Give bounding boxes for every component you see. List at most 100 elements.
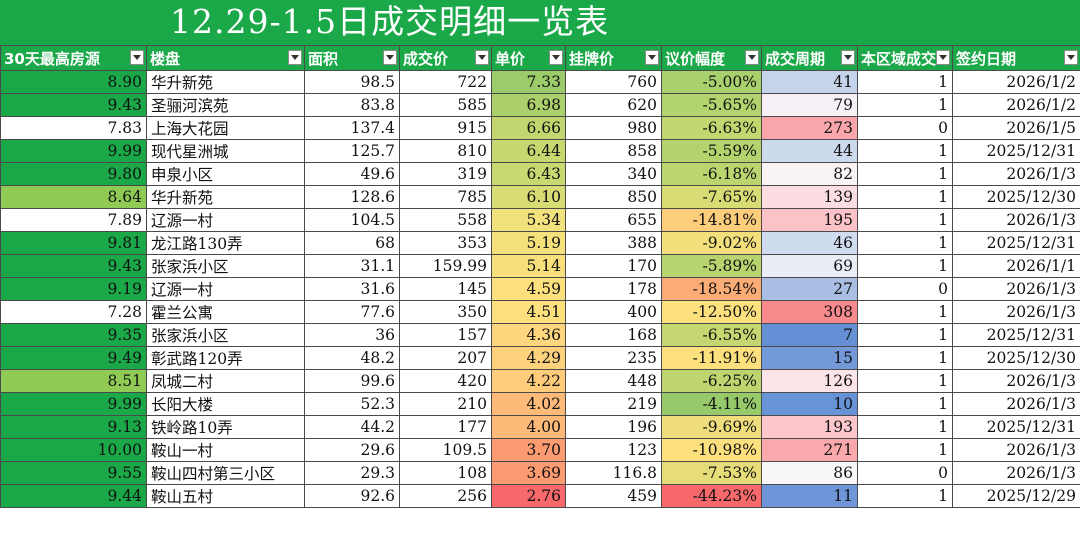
table-cell[interactable]: 7.89 <box>0 208 147 232</box>
table-cell[interactable]: 4.59 <box>491 277 566 301</box>
table-cell[interactable]: 9.81 <box>0 231 147 255</box>
table-cell[interactable]: -4.11% <box>661 392 762 416</box>
table-cell[interactable]: 10.00 <box>0 438 147 462</box>
table-cell[interactable]: 29.6 <box>304 438 400 462</box>
table-cell[interactable]: -9.02% <box>661 231 762 255</box>
table-cell[interactable]: 4.22 <box>491 369 566 393</box>
table-cell[interactable]: 0 <box>857 461 953 485</box>
table-cell[interactable]: 7.33 <box>491 70 566 94</box>
table-cell[interactable]: 9.43 <box>0 254 147 278</box>
table-cell[interactable]: -10.98% <box>661 438 762 462</box>
table-cell[interactable]: 145 <box>399 277 492 301</box>
table-cell[interactable]: 现代星洲城 <box>146 139 305 163</box>
table-cell[interactable]: 235 <box>565 346 662 370</box>
table-cell[interactable]: 858 <box>565 139 662 163</box>
table-cell[interactable]: 2026/1/3 <box>952 461 1080 485</box>
table-cell[interactable]: 4.02 <box>491 392 566 416</box>
table-cell[interactable]: 99.6 <box>304 369 400 393</box>
filter-dropdown-icon[interactable] <box>383 50 397 65</box>
table-cell[interactable]: 170 <box>565 254 662 278</box>
table-cell[interactable]: 凤城二村 <box>146 369 305 393</box>
table-cell[interactable]: 9.13 <box>0 415 147 439</box>
table-cell[interactable]: 鞍山一村 <box>146 438 305 462</box>
filter-dropdown-icon[interactable] <box>475 50 489 65</box>
table-cell[interactable]: -5.00% <box>661 70 762 94</box>
filter-dropdown-icon[interactable] <box>549 50 563 65</box>
table-cell[interactable]: 9.43 <box>0 93 147 117</box>
filter-dropdown-icon[interactable] <box>1064 50 1078 65</box>
filter-dropdown-icon[interactable] <box>130 50 144 65</box>
table-cell[interactable]: 1 <box>857 162 953 186</box>
table-cell[interactable]: -9.69% <box>661 415 762 439</box>
table-cell[interactable]: 1 <box>857 392 953 416</box>
table-cell[interactable]: 7.83 <box>0 116 147 140</box>
table-cell[interactable]: 420 <box>399 369 492 393</box>
table-cell[interactable]: -6.63% <box>661 116 762 140</box>
table-cell[interactable]: 116.8 <box>565 461 662 485</box>
table-cell[interactable]: 3.70 <box>491 438 566 462</box>
table-cell[interactable]: 41 <box>761 70 858 94</box>
table-cell[interactable]: 722 <box>399 70 492 94</box>
table-cell[interactable]: 4.00 <box>491 415 566 439</box>
table-cell[interactable]: 31.6 <box>304 277 400 301</box>
table-cell[interactable]: 张家浜小区 <box>146 254 305 278</box>
table-cell[interactable]: 9.49 <box>0 346 147 370</box>
filter-dropdown-icon[interactable] <box>288 50 302 65</box>
table-cell[interactable]: 353 <box>399 231 492 255</box>
table-cell[interactable]: 915 <box>399 116 492 140</box>
table-cell[interactable]: 鞍山四村第三小区 <box>146 461 305 485</box>
table-cell[interactable]: 207 <box>399 346 492 370</box>
table-cell[interactable]: 4.51 <box>491 300 566 324</box>
table-cell[interactable]: -5.89% <box>661 254 762 278</box>
table-cell[interactable]: 178 <box>565 277 662 301</box>
table-cell[interactable]: 2026/1/3 <box>952 438 1080 462</box>
table-cell[interactable]: 9.44 <box>0 484 147 508</box>
table-cell[interactable]: 308 <box>761 300 858 324</box>
table-cell[interactable]: 459 <box>565 484 662 508</box>
table-cell[interactable]: -6.55% <box>661 323 762 347</box>
table-cell[interactable]: 177 <box>399 415 492 439</box>
table-cell[interactable]: 1 <box>857 369 953 393</box>
table-cell[interactable]: 271 <box>761 438 858 462</box>
table-cell[interactable]: 申泉小区 <box>146 162 305 186</box>
table-cell[interactable]: 2025/12/31 <box>952 139 1080 163</box>
table-cell[interactable]: 448 <box>565 369 662 393</box>
table-cell[interactable]: 1 <box>857 231 953 255</box>
table-cell[interactable]: 350 <box>399 300 492 324</box>
table-cell[interactable]: 123 <box>565 438 662 462</box>
table-cell[interactable]: 2025/12/31 <box>952 323 1080 347</box>
table-cell[interactable]: -14.81% <box>661 208 762 232</box>
table-cell[interactable]: 2025/12/30 <box>952 346 1080 370</box>
table-cell[interactable]: 319 <box>399 162 492 186</box>
table-cell[interactable]: -6.25% <box>661 369 762 393</box>
table-cell[interactable]: 2026/1/2 <box>952 93 1080 117</box>
table-cell[interactable]: 5.14 <box>491 254 566 278</box>
table-cell[interactable]: 7 <box>761 323 858 347</box>
table-cell[interactable]: -18.54% <box>661 277 762 301</box>
table-cell[interactable]: -6.18% <box>661 162 762 186</box>
table-cell[interactable]: 6.44 <box>491 139 566 163</box>
table-cell[interactable]: 6.10 <box>491 185 566 209</box>
table-cell[interactable]: 52.3 <box>304 392 400 416</box>
table-cell[interactable]: 980 <box>565 116 662 140</box>
table-cell[interactable]: 1 <box>857 208 953 232</box>
table-cell[interactable]: 46 <box>761 231 858 255</box>
table-cell[interactable]: 1 <box>857 70 953 94</box>
table-cell[interactable]: 785 <box>399 185 492 209</box>
table-cell[interactable]: 6.66 <box>491 116 566 140</box>
table-cell[interactable]: 92.6 <box>304 484 400 508</box>
table-cell[interactable]: 558 <box>399 208 492 232</box>
table-cell[interactable]: 1 <box>857 139 953 163</box>
table-cell[interactable]: 109.5 <box>399 438 492 462</box>
table-cell[interactable]: 69 <box>761 254 858 278</box>
table-cell[interactable]: 1 <box>857 185 953 209</box>
table-cell[interactable]: 2025/12/31 <box>952 231 1080 255</box>
table-cell[interactable]: 400 <box>565 300 662 324</box>
table-cell[interactable]: 340 <box>565 162 662 186</box>
table-cell[interactable]: 2026/1/1 <box>952 254 1080 278</box>
table-cell[interactable]: 810 <box>399 139 492 163</box>
table-cell[interactable]: 760 <box>565 70 662 94</box>
table-cell[interactable]: 长阳大楼 <box>146 392 305 416</box>
table-cell[interactable]: 1 <box>857 346 953 370</box>
table-cell[interactable]: 83.8 <box>304 93 400 117</box>
